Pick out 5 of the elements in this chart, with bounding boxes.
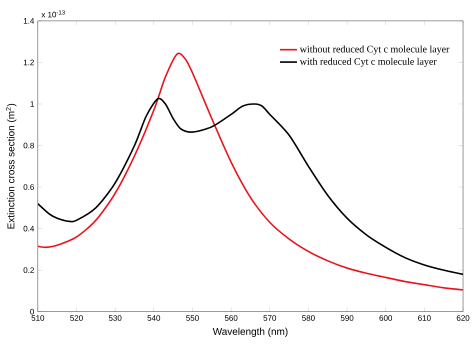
line-series [38, 53, 464, 291]
legend-label: without reduced Cyt c molecule layer [300, 46, 450, 55]
y-axis-title: Extinction cross section (m$^{2}$) [6, 104, 16, 229]
legend-label: with reduced Cyt c molecule layer [300, 58, 437, 68]
x-axis-title: Wavelength (nm) [212, 328, 288, 338]
